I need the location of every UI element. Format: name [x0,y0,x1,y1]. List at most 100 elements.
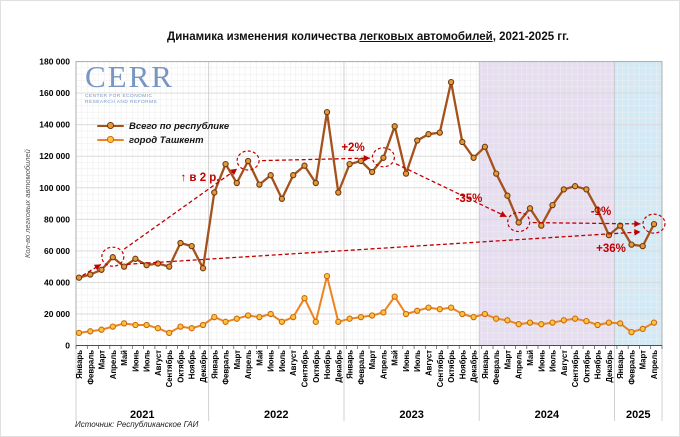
month-label: Февраль [492,350,501,385]
month-label: Март [639,350,648,370]
month-label: Июль [413,350,422,372]
annotation-label: +36% [596,243,626,255]
month-label: Декабрь [199,350,208,383]
month-label: Август [289,350,298,376]
cerr-logo-text: CERR [85,59,174,94]
month-label: Апрель [244,350,253,379]
annotation-circle [236,150,260,171]
annotation-label: +2% [341,142,364,154]
month-label: Январь [75,350,84,379]
annotation-circle [101,246,125,267]
month-label: Июль [143,350,152,372]
month-label: Октябрь [177,350,186,383]
band-2025 [614,61,662,346]
month-label: Февраль [222,350,231,385]
month-label: Июнь [537,350,546,372]
month-label: Декабрь [605,350,614,383]
y-tick-label: 180 000 [39,57,70,67]
month-label: Август [425,350,434,376]
month-label: Ноябрь [458,350,467,379]
month-label: Ноябрь [594,350,603,379]
month-label: Ноябрь [323,350,332,379]
legend: Всего по республике город Ташкент [97,119,229,147]
y-tick-label: 20 000 [44,309,70,319]
year-label: 2022 [264,409,288,421]
major-grid: 0 20 000 40 000 60 000 80 000 100 000 120 000 1… [39,57,662,351]
month-label: Февраль [628,350,637,385]
month-label: Май [120,350,129,366]
legend-label: Всего по республике [129,120,230,132]
band-2024 [479,61,615,346]
annotation-label: -1% [591,206,611,218]
annotations: ↑ в 2 р. +2% -35% -1% +36% [82,142,666,277]
month-label: Март [368,350,377,370]
month-label: Апрель [515,350,524,379]
month-label: Апрель [109,350,118,379]
month-label: Февраль [357,350,366,385]
month-label: Февраль [86,350,95,385]
y-tick-label: 100 000 [39,183,70,193]
month-label: Октябрь [582,350,591,383]
page-title: Динамика изменения количества легковых а… [57,31,679,43]
month-label: Январь [616,350,625,379]
month-label: Март [503,350,512,370]
series-markers-0 [75,78,658,281]
month-label: Май [526,350,535,366]
y-tick-label: 120 000 [39,151,70,161]
source-note: Источник: Республиканское ГАИ [75,420,199,429]
series-line-1 [78,275,655,334]
month-label: Июль [278,350,287,372]
series-line-0 [77,80,656,279]
x-axis-labels: Январь Февраль Март Апрель Май Июнь Июль Август… [75,350,659,421]
month-label: Июнь [267,350,276,372]
month-label: Май [255,350,264,366]
x-ticks [75,345,663,349]
month-label: Сентябрь [571,350,580,388]
month-label: Январь [210,350,219,379]
annotation-circle [507,211,531,233]
month-label: Сентябрь [301,350,310,388]
cerr-logo-subtitle: CENTER FOR ECONOMIC RESEARCH AND REFORMS [85,94,174,106]
month-label: Март [98,350,107,370]
y-tick-label: 140 000 [39,120,70,130]
y-tick-label: 160 000 [39,88,70,98]
legend-item-1: город Ташкент [97,133,229,147]
legend-label: город Ташкент [129,134,204,146]
month-label: Март [233,350,242,370]
cerr-logo-subtitle-line2: RESEARCH AND REFORMS [85,99,158,105]
month-label: Август [154,350,163,376]
title-underlined: легковых автомобилей [359,31,493,43]
month-label: Январь [481,350,490,379]
month-label: Ноябрь [188,350,197,379]
annotation-label: ↑ в 2 р. [180,172,219,184]
annotation-circle [642,213,666,234]
cerr-logo: CERR CENTER FOR ECONOMIC RESEARCH AND RE… [85,61,174,106]
month-label: Май [391,350,400,366]
month-label: Апрель [379,350,388,379]
y-axis-title: Кол-во легковых автомобилей [23,149,32,259]
title-prefix: Динамика изменения количества [167,31,360,43]
month-label: Август [560,350,569,376]
month-label: Июль [549,350,558,372]
month-label: Апрель [650,350,659,379]
month-label: Сентябрь [165,350,174,388]
month-label: Октябрь [312,350,321,383]
annotation-label: -35% [456,193,483,205]
y-tick-label: 80 000 [44,214,70,224]
month-label: Январь [346,350,355,379]
annotation-circle [371,147,395,168]
cerr-logo-subtitle-line1: CENTER FOR ECONOMIC [85,94,153,99]
month-label: Июнь [402,350,411,372]
month-label: Декабрь [334,350,343,383]
month-label: Сентябрь [436,350,445,388]
year-label: 2021 [130,409,154,421]
year-label: 2025 [626,409,650,421]
y-tick-label: 40 000 [44,277,70,287]
month-label: Июнь [131,350,140,372]
y-tick-label: 0 [65,341,70,351]
month-label: Октябрь [447,350,456,383]
legend-item-0: Всего по республике [97,119,229,133]
title-suffix: , 2021-2025 гг. [492,31,569,43]
